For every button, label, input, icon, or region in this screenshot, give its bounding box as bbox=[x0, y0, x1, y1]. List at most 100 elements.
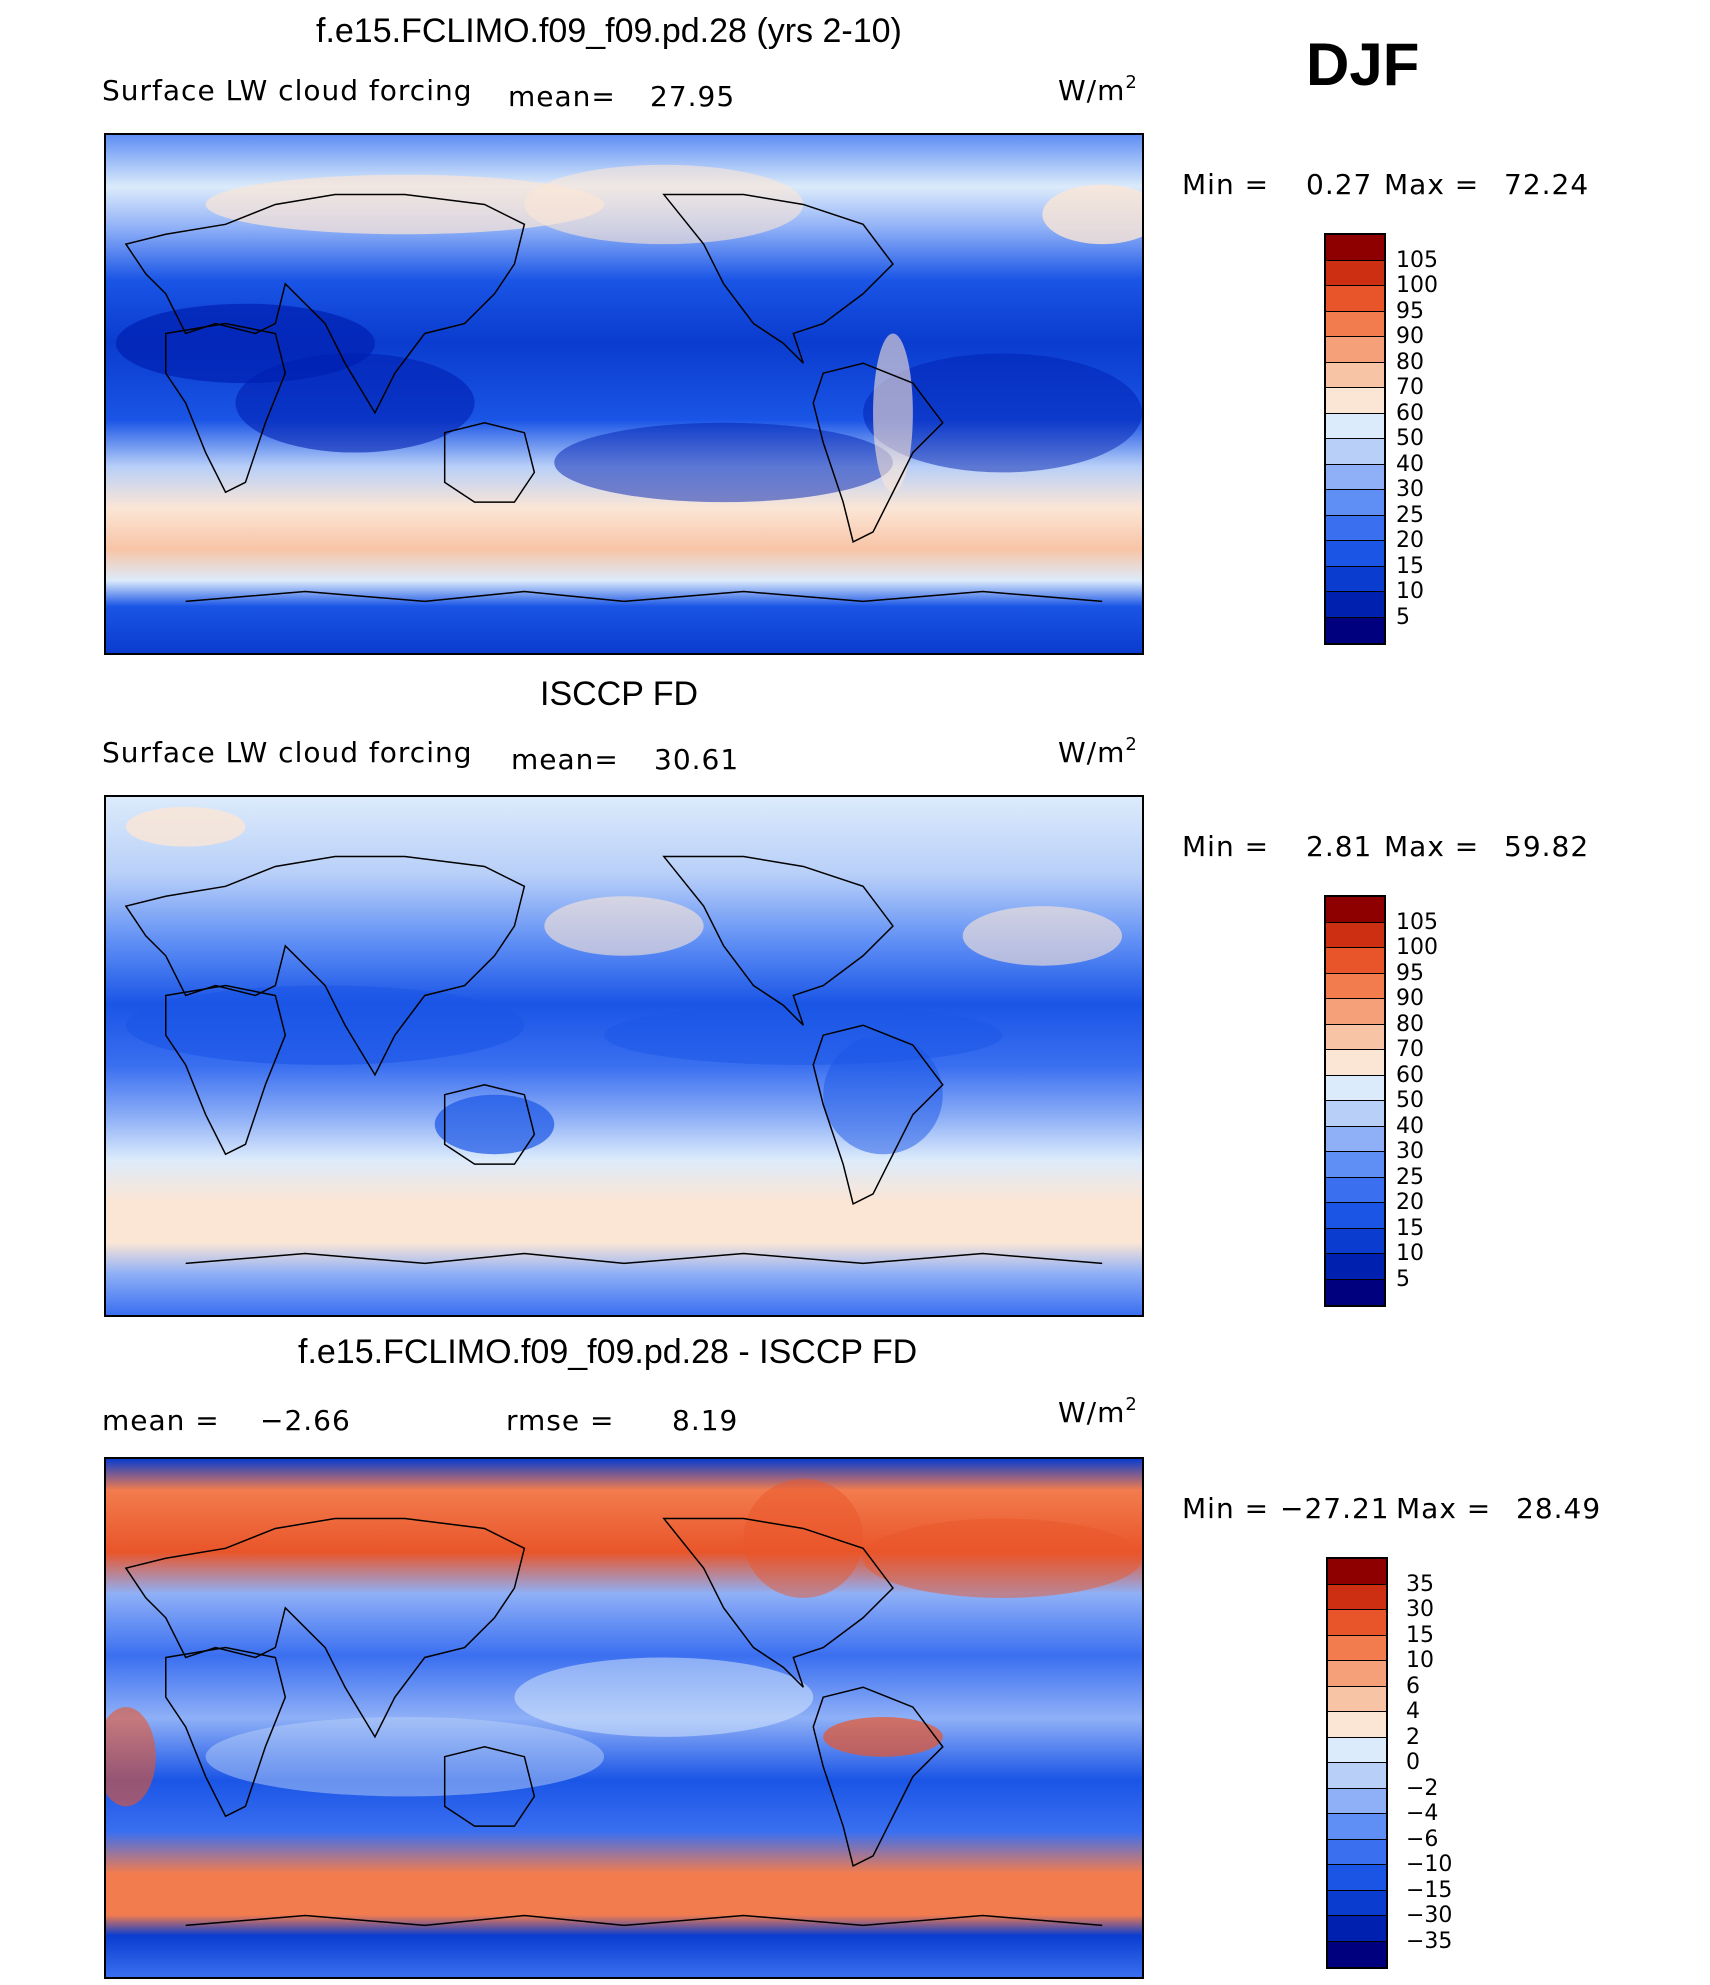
panel3-max-value: 28.49 bbox=[1516, 1492, 1602, 1525]
colorbar-tick-label: 50 bbox=[1396, 1088, 1424, 1113]
colorbar-tick-label: −4 bbox=[1406, 1801, 1439, 1826]
colorbar-tick-label: 30 bbox=[1406, 1597, 1434, 1622]
colorbar-tick-label: 40 bbox=[1396, 451, 1424, 477]
panel2-title: ISCCP FD bbox=[540, 675, 699, 713]
colorbar-tick-label: 90 bbox=[1396, 986, 1424, 1011]
colorbar-swatch bbox=[1326, 311, 1384, 337]
colorbar-swatch bbox=[1326, 388, 1384, 414]
colorbar-swatch bbox=[1326, 922, 1384, 948]
colorbar-tick-label: −30 bbox=[1406, 1903, 1453, 1928]
panel1-min-value: 0.27 bbox=[1306, 168, 1373, 201]
colorbar-tick-label: 40 bbox=[1396, 1113, 1424, 1139]
panel1-mean-value: 27.95 bbox=[650, 80, 736, 113]
colorbar-tick-label: 30 bbox=[1396, 477, 1424, 502]
colorbar-tick-label: 80 bbox=[1396, 1011, 1424, 1037]
colorbar-swatch bbox=[1328, 1686, 1386, 1712]
colorbar-tick-label: 10 bbox=[1396, 579, 1424, 604]
colorbar-swatch bbox=[1326, 1075, 1384, 1101]
colorbar-swatch bbox=[1328, 1584, 1386, 1610]
colorbar-tick-label: 15 bbox=[1396, 553, 1424, 579]
colorbar-swatch bbox=[1326, 490, 1384, 516]
colorbar-tick-label: 70 bbox=[1396, 1037, 1424, 1062]
panel3-colorbar bbox=[1326, 1557, 1388, 1969]
colorbar-tick-label: −15 bbox=[1406, 1877, 1453, 1903]
colorbar-swatch bbox=[1328, 1814, 1386, 1840]
colorbar-tick-label: −6 bbox=[1406, 1826, 1439, 1852]
colorbar-swatch bbox=[1326, 1152, 1384, 1178]
panel3-title: f.e15.FCLIMO.f09_f09.pd.28 - ISCCP FD bbox=[298, 1333, 918, 1371]
panel2-min-value: 2.81 bbox=[1306, 830, 1373, 863]
colorbar-tick-label: 100 bbox=[1396, 273, 1438, 298]
colorbar-tick-label: 30 bbox=[1396, 1139, 1424, 1164]
colorbar-swatch bbox=[1326, 541, 1384, 567]
panel3-min-value: −27.21 bbox=[1280, 1492, 1390, 1525]
colorbar-tick-label: 80 bbox=[1396, 349, 1424, 375]
panel1-title: f.e15.FCLIMO.f09_f09.pd.28 (yrs 2-10) bbox=[316, 12, 902, 50]
colorbar-swatch bbox=[1328, 1839, 1386, 1865]
panel3-units: W/m2 bbox=[1058, 1394, 1138, 1429]
colorbar-tick-label: 35 bbox=[1406, 1571, 1434, 1597]
panel2-max-label: Max = bbox=[1384, 830, 1480, 863]
colorbar-swatch bbox=[1326, 260, 1384, 286]
colorbar-tick-label: 90 bbox=[1396, 324, 1424, 349]
panel1-max-value: 72.24 bbox=[1504, 168, 1590, 201]
panel3-rmse-value: 8.19 bbox=[672, 1404, 739, 1437]
colorbar-swatch bbox=[1326, 464, 1384, 490]
colorbar-swatch bbox=[1328, 1916, 1386, 1942]
colorbar-tick-label: −10 bbox=[1406, 1852, 1453, 1877]
colorbar-swatch bbox=[1326, 235, 1384, 261]
colorbar-swatch bbox=[1328, 1737, 1386, 1763]
colorbar-swatch bbox=[1326, 897, 1384, 923]
panel1-min-label: Min = bbox=[1182, 168, 1270, 201]
panel2-max-value: 59.82 bbox=[1504, 830, 1590, 863]
colorbar-swatch bbox=[1328, 1712, 1386, 1738]
colorbar-swatch bbox=[1326, 362, 1384, 388]
colorbar-swatch bbox=[1326, 592, 1384, 618]
panel3-rmse-label: rmse = bbox=[506, 1404, 615, 1437]
colorbar-tick-label: 60 bbox=[1396, 400, 1424, 426]
panel2-variable: Surface LW cloud forcing bbox=[102, 736, 473, 769]
colorbar-tick-label: 5 bbox=[1396, 1266, 1410, 1292]
panel3-max-label: Max = bbox=[1396, 1492, 1492, 1525]
colorbar-swatch bbox=[1326, 286, 1384, 312]
colorbar-tick-label: 25 bbox=[1396, 502, 1424, 528]
colorbar-swatch bbox=[1326, 439, 1384, 465]
colorbar-tick-label: 95 bbox=[1396, 960, 1424, 986]
panel1-mean-label: mean= bbox=[508, 80, 616, 113]
colorbar-swatch bbox=[1328, 1865, 1386, 1891]
colorbar-swatch bbox=[1326, 413, 1384, 439]
panel2-mean-value: 30.61 bbox=[654, 743, 740, 776]
colorbar-swatch bbox=[1328, 1610, 1386, 1636]
colorbar-tick-label: 105 bbox=[1396, 247, 1438, 273]
colorbar-swatch bbox=[1326, 1228, 1384, 1254]
colorbar-swatch bbox=[1326, 1177, 1384, 1203]
colorbar-swatch bbox=[1326, 1101, 1384, 1127]
colorbar-tick-label: 20 bbox=[1396, 1190, 1424, 1215]
colorbar-swatch bbox=[1328, 1763, 1386, 1789]
panel1-units: W/m2 bbox=[1058, 72, 1138, 107]
colorbar-tick-label: 95 bbox=[1396, 298, 1424, 324]
colorbar-swatch bbox=[1326, 1024, 1384, 1050]
colorbar-swatch bbox=[1326, 1126, 1384, 1152]
panel3-mean-label: mean = bbox=[102, 1404, 220, 1437]
panel3-map bbox=[104, 1457, 1144, 1979]
colorbar-tick-label: 10 bbox=[1406, 1648, 1434, 1673]
colorbar-swatch bbox=[1328, 1941, 1386, 1967]
panel3-min-label: Min = bbox=[1182, 1492, 1270, 1525]
panel1-colorbar bbox=[1324, 233, 1386, 645]
colorbar-tick-label: 15 bbox=[1396, 1215, 1424, 1241]
colorbar-swatch bbox=[1328, 1661, 1386, 1687]
colorbar-swatch bbox=[1326, 566, 1384, 592]
colorbar-tick-label: 25 bbox=[1396, 1164, 1424, 1190]
colorbar-swatch bbox=[1326, 973, 1384, 999]
colorbar-tick-label: 105 bbox=[1396, 909, 1438, 935]
panel2-map bbox=[104, 795, 1144, 1317]
colorbar-swatch bbox=[1328, 1788, 1386, 1814]
colorbar-tick-label: 100 bbox=[1396, 935, 1438, 960]
colorbar-tick-label: 2 bbox=[1406, 1724, 1420, 1750]
colorbar-swatch bbox=[1326, 999, 1384, 1025]
colorbar-tick-label: −2 bbox=[1406, 1775, 1439, 1801]
season-label: DJF bbox=[1306, 31, 1420, 98]
colorbar-tick-label: 10 bbox=[1396, 1241, 1424, 1266]
colorbar-tick-label: 20 bbox=[1396, 528, 1424, 553]
